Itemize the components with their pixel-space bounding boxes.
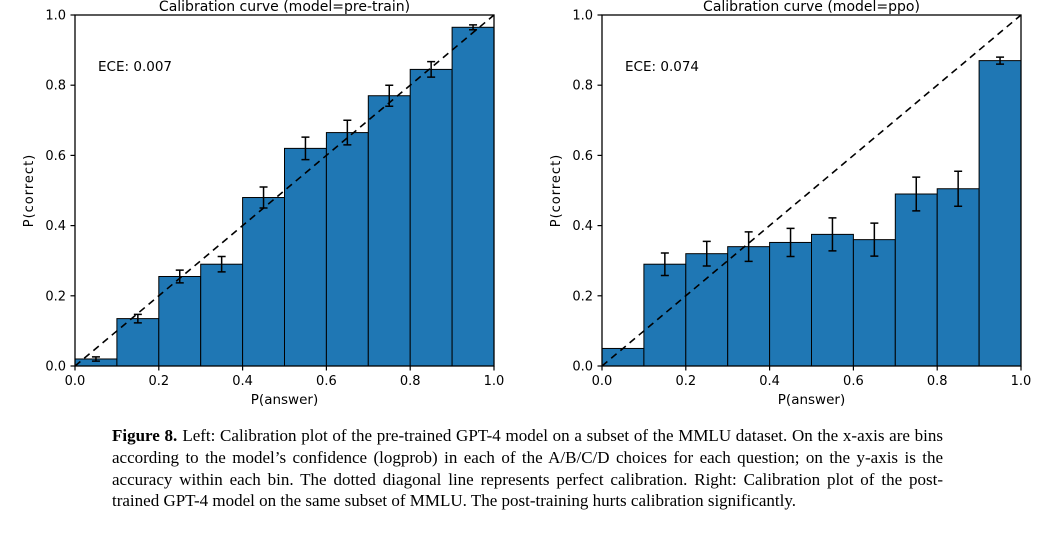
error-bar bbox=[91, 356, 100, 362]
x-tick-label: 0.2 bbox=[675, 374, 696, 389]
error-bar bbox=[828, 217, 837, 252]
bar bbox=[601, 347, 645, 367]
y-tick-label: 0.6 bbox=[45, 149, 66, 164]
x-tick-label: 0.4 bbox=[232, 374, 253, 389]
error-bar bbox=[469, 24, 478, 31]
x-axis-ticks: 0.0 0.2 0.4 0.6 0.8 1.0 bbox=[592, 366, 1032, 389]
bar bbox=[978, 60, 1022, 367]
x-tick-label: 0.2 bbox=[148, 374, 169, 389]
x-tick-label: 0.0 bbox=[592, 374, 613, 389]
error-bar bbox=[744, 231, 753, 263]
y-tick-label: 1.0 bbox=[45, 9, 66, 24]
bar bbox=[727, 246, 771, 367]
bar bbox=[685, 253, 729, 367]
error-bar bbox=[175, 269, 184, 284]
x-axis-ticks: 0.0 0.2 0.4 0.6 0.8 1.0 bbox=[65, 366, 505, 389]
error-bar bbox=[660, 252, 669, 277]
chart-panel-right: 0.0 0.2 0.4 0.6 0.8 1.0 0.0 0.2 0.4 0.6 0.8 1.0 Cali… bbox=[527, 0, 1054, 415]
bar bbox=[158, 275, 202, 367]
bar bbox=[367, 95, 411, 367]
bar bbox=[936, 188, 980, 367]
calibration-chart-ppo: 0.0 0.2 0.4 0.6 0.8 1.0 0.0 0.2 0.4 0.6 0.8 1.0 Cali… bbox=[549, 0, 1032, 408]
y-tick-label: 0.2 bbox=[45, 289, 66, 304]
y-tick-label: 0.2 bbox=[572, 289, 593, 304]
x-axis-label: P(answer) bbox=[251, 392, 318, 408]
y-axis-ticks: 0.0 0.2 0.4 0.6 0.8 1.0 bbox=[572, 9, 602, 375]
y-tick-label: 0.0 bbox=[45, 360, 66, 375]
y-axis-label: P(correct) bbox=[549, 154, 564, 228]
bar bbox=[852, 239, 896, 367]
y-axis-ticks: 0.0 0.2 0.4 0.6 0.8 1.0 bbox=[45, 9, 75, 375]
bar bbox=[409, 68, 453, 367]
bars bbox=[601, 60, 1022, 367]
bar bbox=[811, 233, 854, 367]
error-bar bbox=[702, 240, 711, 267]
y-tick-label: 0.8 bbox=[45, 79, 66, 94]
y-axis-label: P(correct) bbox=[22, 154, 37, 228]
figure-charts-row: 0.0 0.2 0.4 0.6 0.8 1.0 0.0 0.2 0.4 0.6 0.8 1.0 Cali… bbox=[0, 0, 1054, 415]
figure-caption: Figure 8. Left: Calibration plot of the p… bbox=[112, 425, 943, 512]
y-tick-label: 0.8 bbox=[572, 79, 593, 94]
figure-caption-text: Left: Calibration plot of the pre-traine… bbox=[112, 426, 943, 511]
y-tick-label: 0.6 bbox=[572, 149, 593, 164]
x-tick-label: 1.0 bbox=[484, 374, 505, 389]
figure-caption-label: Figure 8. bbox=[112, 426, 178, 445]
bar bbox=[242, 197, 286, 367]
ece-annotation: ECE: 0.074 bbox=[625, 59, 699, 75]
error-bar bbox=[133, 313, 142, 324]
x-tick-label: 0.8 bbox=[927, 374, 948, 389]
plot-box bbox=[601, 14, 1022, 367]
error-bar bbox=[870, 222, 879, 257]
x-tick-label: 0.4 bbox=[759, 374, 780, 389]
bar bbox=[894, 193, 938, 367]
bar bbox=[643, 263, 687, 367]
x-tick-label: 1.0 bbox=[1011, 374, 1032, 389]
x-tick-label: 0.8 bbox=[400, 374, 421, 389]
x-tick-label: 0.6 bbox=[316, 374, 337, 389]
y-tick-label: 0.0 bbox=[572, 360, 593, 375]
error-bars bbox=[660, 56, 1005, 277]
plot-box bbox=[74, 14, 495, 367]
error-bar bbox=[343, 119, 352, 146]
x-axis-label: P(answer) bbox=[778, 392, 845, 408]
error-bar bbox=[996, 56, 1005, 65]
error-bar bbox=[217, 255, 226, 273]
chart-panel-left: 0.0 0.2 0.4 0.6 0.8 1.0 0.0 0.2 0.4 0.6 0.8 1.0 Cali… bbox=[0, 0, 527, 415]
bar bbox=[284, 147, 327, 367]
y-tick-label: 0.4 bbox=[572, 219, 593, 234]
chart-title: Calibration curve (model=ppo) bbox=[703, 0, 920, 15]
chart-title: Calibration curve (model=pre-train) bbox=[159, 0, 410, 15]
y-tick-label: 0.4 bbox=[45, 219, 66, 234]
bar bbox=[325, 132, 369, 367]
calibration-chart-pretrain: 0.0 0.2 0.4 0.6 0.8 1.0 0.0 0.2 0.4 0.6 0.8 1.0 Cali… bbox=[22, 0, 505, 408]
y-tick-label: 1.0 bbox=[572, 9, 593, 24]
x-tick-label: 0.6 bbox=[843, 374, 864, 389]
error-bar bbox=[427, 60, 436, 78]
ece-annotation: ECE: 0.007 bbox=[98, 59, 172, 75]
error-bars bbox=[91, 24, 478, 362]
bar bbox=[769, 241, 813, 367]
error-bar bbox=[301, 136, 310, 161]
bar bbox=[200, 263, 244, 367]
x-tick-label: 0.0 bbox=[65, 374, 86, 389]
error-bar bbox=[954, 170, 963, 208]
error-bar bbox=[912, 176, 921, 212]
bar bbox=[451, 26, 495, 367]
error-bar bbox=[786, 227, 795, 258]
